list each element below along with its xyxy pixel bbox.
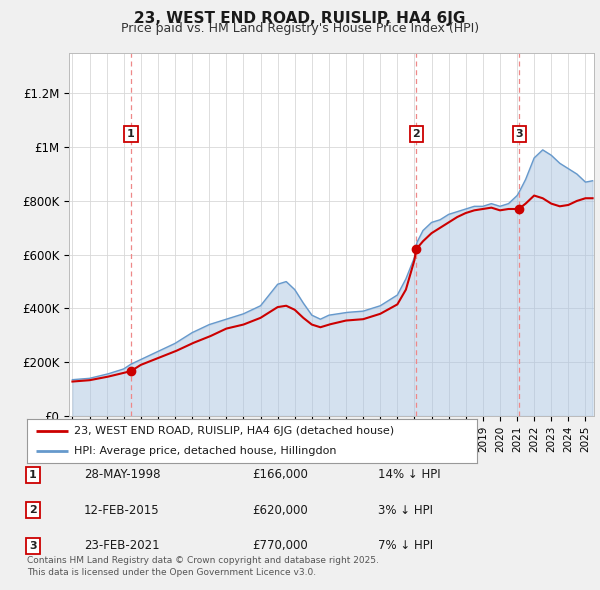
Text: £166,000: £166,000: [252, 468, 308, 481]
Text: Contains HM Land Registry data © Crown copyright and database right 2025.
This d: Contains HM Land Registry data © Crown c…: [27, 556, 379, 577]
Text: 3: 3: [29, 541, 37, 550]
Text: HPI: Average price, detached house, Hillingdon: HPI: Average price, detached house, Hill…: [74, 446, 337, 456]
Text: Price paid vs. HM Land Registry's House Price Index (HPI): Price paid vs. HM Land Registry's House …: [121, 22, 479, 35]
Text: 2: 2: [29, 506, 37, 515]
Text: 14% ↓ HPI: 14% ↓ HPI: [378, 468, 440, 481]
Text: 23, WEST END ROAD, RUISLIP, HA4 6JG: 23, WEST END ROAD, RUISLIP, HA4 6JG: [134, 11, 466, 25]
Text: 1: 1: [127, 129, 135, 139]
Text: 23-FEB-2021: 23-FEB-2021: [84, 539, 160, 552]
Text: 3: 3: [515, 129, 523, 139]
Text: 2: 2: [413, 129, 421, 139]
Text: 12-FEB-2015: 12-FEB-2015: [84, 504, 160, 517]
Text: 28-MAY-1998: 28-MAY-1998: [84, 468, 161, 481]
Text: £620,000: £620,000: [252, 504, 308, 517]
Text: 1: 1: [29, 470, 37, 480]
Text: £770,000: £770,000: [252, 539, 308, 552]
Text: 23, WEST END ROAD, RUISLIP, HA4 6JG (detached house): 23, WEST END ROAD, RUISLIP, HA4 6JG (det…: [74, 426, 394, 436]
Text: 3% ↓ HPI: 3% ↓ HPI: [378, 504, 433, 517]
Text: 7% ↓ HPI: 7% ↓ HPI: [378, 539, 433, 552]
